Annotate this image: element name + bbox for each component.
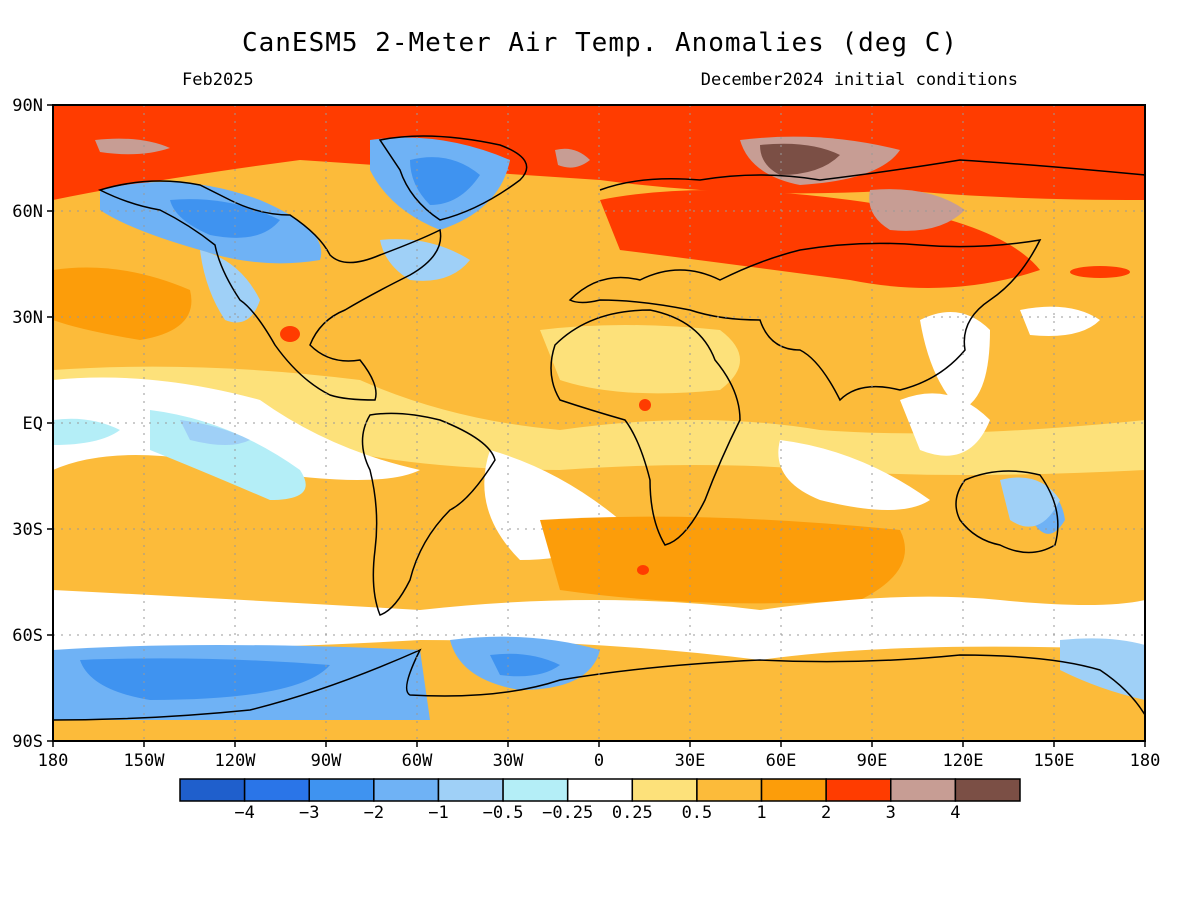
colorbar-swatch	[373, 778, 440, 802]
coastlines	[53, 135, 1145, 721]
lon-label: 120W	[215, 751, 257, 771]
lon-label: 180	[38, 751, 69, 771]
colorbar-swatch	[437, 778, 504, 802]
lon-label: 60W	[402, 751, 433, 771]
colorbar-swatch	[696, 778, 763, 802]
longitude-labels: 180 150W 120W 90W 60W 30W 0 30E 60E 90E 120E 150E 18…	[38, 741, 1161, 771]
colorbar-tick-label: −1	[428, 803, 448, 823]
chart-title: CanESM5 2-Meter Air Temp. Anomalies (deg…	[241, 28, 959, 58]
nw-pacific-hot-spot	[1070, 266, 1130, 278]
colorbar-swatch	[760, 778, 827, 802]
colorbar-tick-label: −0.5	[483, 803, 524, 823]
mexico-hot-spot	[280, 326, 300, 342]
colorbar-swatch	[890, 778, 957, 802]
maritime-continent-neutral	[900, 393, 990, 456]
colorbar-swatch	[631, 778, 698, 802]
svalbard-hot-patch	[555, 148, 590, 168]
colorbar-swatch	[502, 778, 569, 802]
lat-label: EQ	[23, 414, 43, 434]
lon-label: 120E	[943, 751, 984, 771]
lat-label: 30N	[12, 308, 43, 328]
lon-label: 90E	[857, 751, 888, 771]
colorbar-tick-label: 3	[886, 803, 896, 823]
colorbar	[179, 778, 1021, 802]
colorbar-tick-label: −2	[364, 803, 384, 823]
colorbar-swatch	[954, 778, 1021, 802]
valid-month-label: Feb2025	[182, 70, 254, 90]
indian-ocean-neutral	[778, 440, 930, 510]
south-atlantic-hot-spot	[637, 565, 649, 575]
colorbar-swatch	[825, 778, 892, 802]
eurasia-coast	[568, 239, 1042, 402]
antarctic-pacific-colder	[80, 658, 330, 700]
lon-label: 150W	[124, 751, 166, 771]
south-america-coast	[361, 412, 496, 616]
lon-label: 90W	[311, 751, 342, 771]
sahara-pale-region	[540, 325, 740, 394]
tropical-neutral-region	[53, 377, 420, 480]
australia-cool-region	[1000, 477, 1060, 527]
central-africa-hot-spot	[639, 399, 651, 411]
antarctica-coast	[53, 648, 1145, 721]
nw-pacific-neutral	[1020, 306, 1100, 336]
colorbar-tick-label: 0.25	[612, 803, 653, 823]
southern-ocean-warm-band	[540, 516, 905, 604]
lon-label: 150E	[1034, 751, 1075, 771]
lat-label: 90S	[12, 732, 43, 752]
colorbar-tick-label: 0.5	[682, 803, 713, 823]
lat-label: 60S	[12, 626, 43, 646]
west-pacific-cool-patch	[53, 418, 120, 445]
arctic-hot-patch	[95, 138, 170, 155]
colorbar-swatch	[566, 778, 634, 802]
colorbar-swatch	[308, 778, 375, 802]
lon-label: 30W	[493, 751, 524, 771]
siberia-hottest-region	[760, 143, 840, 175]
africa-coast	[550, 309, 741, 546]
lon-label: 180	[1130, 751, 1161, 771]
greenland-colder	[410, 157, 480, 205]
north-america-coast	[97, 180, 442, 401]
latitude-labels: 90N 60N 30N EQ 30S 60S 90S	[12, 96, 53, 752]
colorbar-tick-label: −3	[299, 803, 319, 823]
pacific-cooler-patch	[180, 420, 250, 445]
arctic-warm-region	[53, 105, 1145, 200]
colorbar-tick-label: 2	[821, 803, 831, 823]
grid-lines	[53, 105, 1145, 741]
colorbar-tick-label: −0.25	[542, 803, 593, 823]
colorbar-labels: −4 −3 −2 −1 −0.5 −0.25 0.25 0.5 1 2 3 4	[234, 803, 960, 823]
lon-label: 0	[594, 751, 604, 771]
colorbar-swatch	[243, 778, 310, 802]
lon-label: 30E	[675, 751, 706, 771]
north-pacific-warm	[53, 267, 192, 340]
colorbar-swatch	[179, 778, 246, 802]
initial-conditions-label: December2024 initial conditions	[700, 70, 1018, 90]
ross-sea-cool-patch	[1060, 638, 1145, 700]
colorbar-tick-label: 4	[950, 803, 960, 823]
lat-label: 30S	[12, 520, 43, 540]
colorbar-tick-label: −4	[234, 803, 254, 823]
siberia-warm-region	[600, 190, 1040, 288]
lat-label: 60N	[12, 202, 43, 222]
australia-coast	[955, 470, 1059, 554]
eastern-canada-cool	[380, 239, 470, 281]
weddell-colder-patch	[490, 653, 560, 677]
east-siberia-hot-patch	[869, 189, 965, 231]
arctic-coast	[599, 159, 1145, 191]
greenland-coast	[378, 135, 528, 221]
colorbar-tick-label: 1	[756, 803, 766, 823]
lat-label: 90N	[12, 96, 43, 116]
lon-label: 60E	[766, 751, 797, 771]
